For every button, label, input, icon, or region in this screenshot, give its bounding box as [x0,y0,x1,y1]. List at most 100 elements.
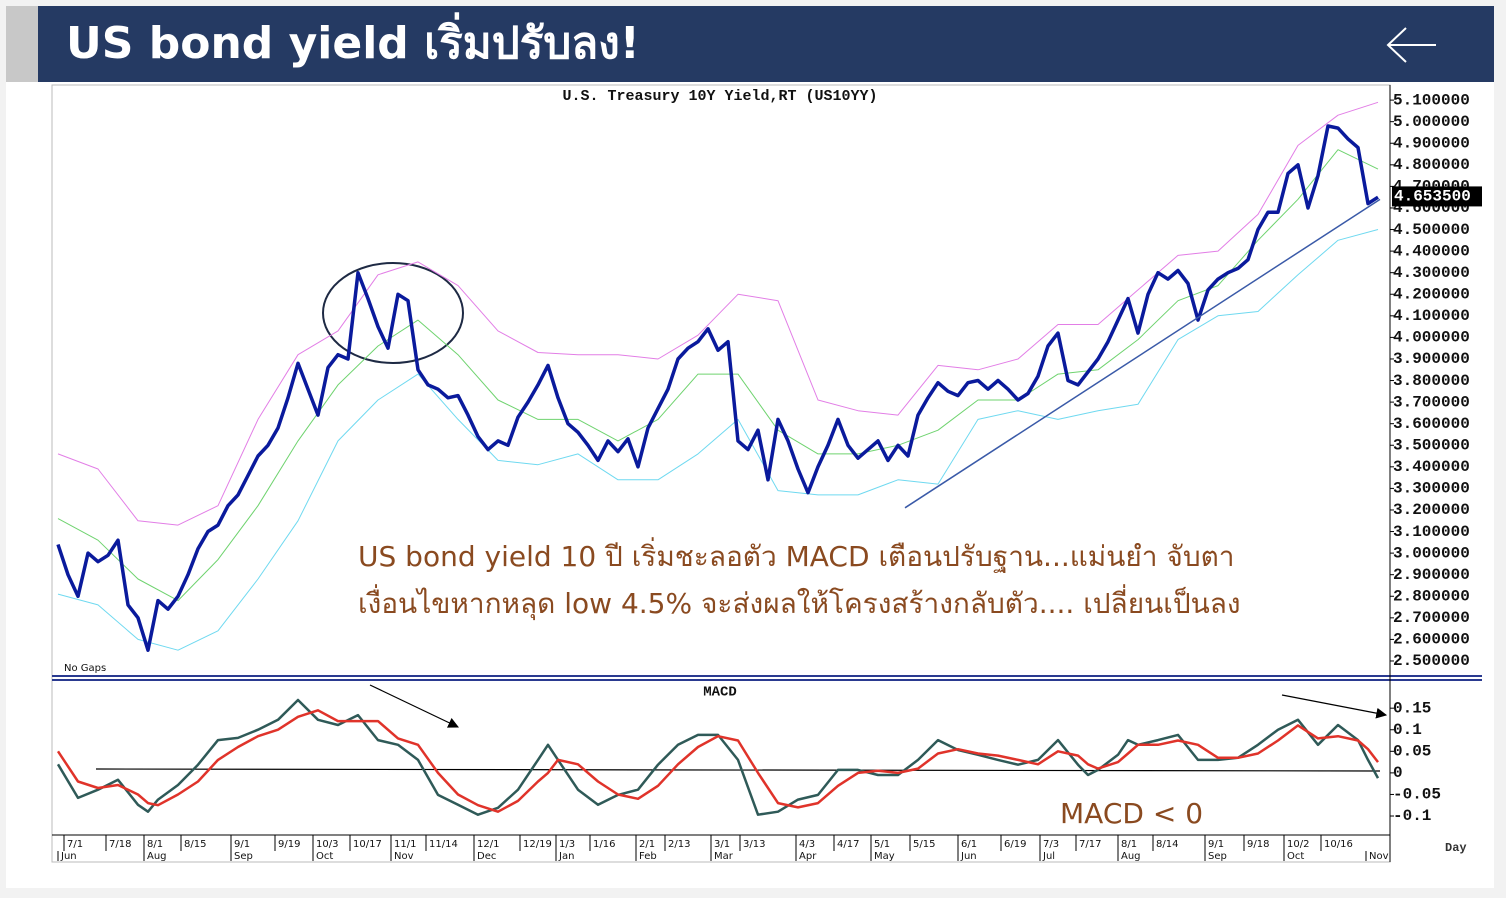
x-month-label: Jun [960,851,977,862]
x-tick-label: 7/3 [1043,839,1059,850]
y-tick-label: 5.000000 [1393,113,1470,131]
y-tick-label: 3.200000 [1393,501,1470,519]
series-line [56,698,1380,816]
y-tick-label: -0.05 [1393,786,1441,804]
x-tick-label: 4/3 [799,839,815,850]
x-tick-label: 5/1 [874,839,890,850]
x-month-label: Jan [558,851,574,862]
header-title: US bond yield เริ่มปรับลง! [66,12,640,69]
annotation: เงื่อนไขหากหลุด low 4.5% จะส่งผลให้โครงส… [358,584,1241,621]
y-tick-label: 5.100000 [1393,91,1470,109]
series-line [56,124,1379,652]
x-tick-label: 12/19 [523,839,552,850]
x-tick-label: 12/1 [477,839,499,850]
y-tick-label: 4.800000 [1393,156,1470,174]
x-tick-label: 10/3 [316,839,338,850]
y-tick-label: 3.500000 [1393,436,1470,454]
y-tick-label: 0.05 [1393,743,1431,761]
y-tick-label: 4.500000 [1393,221,1470,239]
y-tick-label: 3.400000 [1393,458,1470,476]
x-tick-label: 9/18 [1247,839,1269,850]
last-value-tag [1392,186,1482,207]
back-arrow[interactable] [1386,27,1436,63]
x-tick-label: 8/1 [147,839,163,850]
x-month-label: Apr [799,851,817,862]
x-tick-label: 1/16 [593,839,615,850]
x-tick-label: 4/17 [837,839,859,850]
x-tick-label: 10/16 [1324,839,1353,850]
x-month-label: Oct [316,851,333,862]
x-month-label: Mar [714,851,734,862]
y-tick-label: -0.1 [1393,807,1431,825]
y-tick-label: 3.700000 [1393,393,1470,411]
x-month-label: Aug [1121,851,1141,862]
y-tick-label: 4.300000 [1393,264,1470,282]
y-tick-label: 0.15 [1393,699,1431,717]
y-tick-label: 2.500000 [1393,652,1470,670]
annotation: US bond yield 10 ปี เริ่มชะลอตัว MACD เต… [358,537,1235,573]
series-line [56,709,1379,813]
x-month-label: Dec [477,851,496,862]
y-tick-label: 2.800000 [1393,587,1470,605]
x-tick-label: 9/1 [1208,839,1224,850]
last-value-label: 4.653500 [1394,188,1471,206]
y-tick-label: 3.100000 [1393,523,1470,541]
x-month-label: Jun [60,851,77,862]
x-axis-title: Day [1445,841,1467,855]
annotation: MACD < 0 [1060,797,1203,830]
x-tick-label: 9/19 [278,839,300,850]
x-month-label: Sep [1208,851,1227,862]
y-tick-label: 3.300000 [1393,480,1470,498]
note: No Gaps [64,663,106,674]
y-tick-label: 4.100000 [1393,307,1470,325]
x-tick-label: 2/13 [668,839,690,850]
trendline [904,198,1381,509]
x-month-label: Sep [234,851,253,862]
x-tick-label: 8/14 [1156,839,1178,850]
header-bar [38,6,1494,82]
x-tick-label: 11/1 [394,839,416,850]
x-tick-label: 8/1 [1121,839,1137,850]
y-tick-label: 2.700000 [1393,609,1470,627]
y-tick-label: 2.600000 [1393,631,1470,649]
x-month-label: May [874,851,895,862]
arrow [369,684,459,728]
y-tick-label: 4.200000 [1393,285,1470,303]
y-tick-label: 3.000000 [1393,544,1470,562]
y-tick-label: 3.800000 [1393,372,1470,390]
x-month-label: Nov [394,851,414,862]
x-tick-label: 10/17 [353,839,382,850]
x-tick-label: 10/2 [1287,839,1309,850]
x-tick-label: 7/1 [67,839,83,850]
x-tick-label: 11/14 [429,839,458,850]
y-tick-label: 4.900000 [1393,134,1470,152]
x-tick-label: 3/1 [714,839,730,850]
y-tick-label: 4.400000 [1393,242,1470,260]
x-month-label: Aug [147,851,167,862]
series-line [57,149,1379,602]
panel-title: MACD [703,685,737,701]
x-tick-label: 1/3 [559,839,575,850]
y-tick-label: 3.900000 [1393,350,1470,368]
x-tick-label: 5/15 [913,839,935,850]
reference-line [95,768,1381,772]
x-tick-label: 9/1 [234,839,250,850]
chart-title: U.S. Treasury 10Y Yield,RT (US10YY) [562,88,877,105]
x-tick-label: 7/17 [1079,839,1101,850]
header-accent [6,6,38,82]
highlight-ellipse [322,262,464,364]
arrow [1281,694,1388,719]
x-tick-label: 8/15 [184,839,206,850]
x-month-label: Feb [639,851,657,862]
y-tick-label: 0.1 [1393,721,1422,739]
x-month-label: Jul [1042,851,1055,862]
x-month-label: Oct [1287,851,1304,862]
x-tick-label: 7/18 [109,839,131,850]
y-tick-label: 4.000000 [1393,329,1470,347]
x-tick-label: 6/19 [1004,839,1026,850]
x-tick-label: 3/13 [743,839,765,850]
y-tick-label: 2.900000 [1393,566,1470,584]
x-tick-label: 2/1 [639,839,655,850]
